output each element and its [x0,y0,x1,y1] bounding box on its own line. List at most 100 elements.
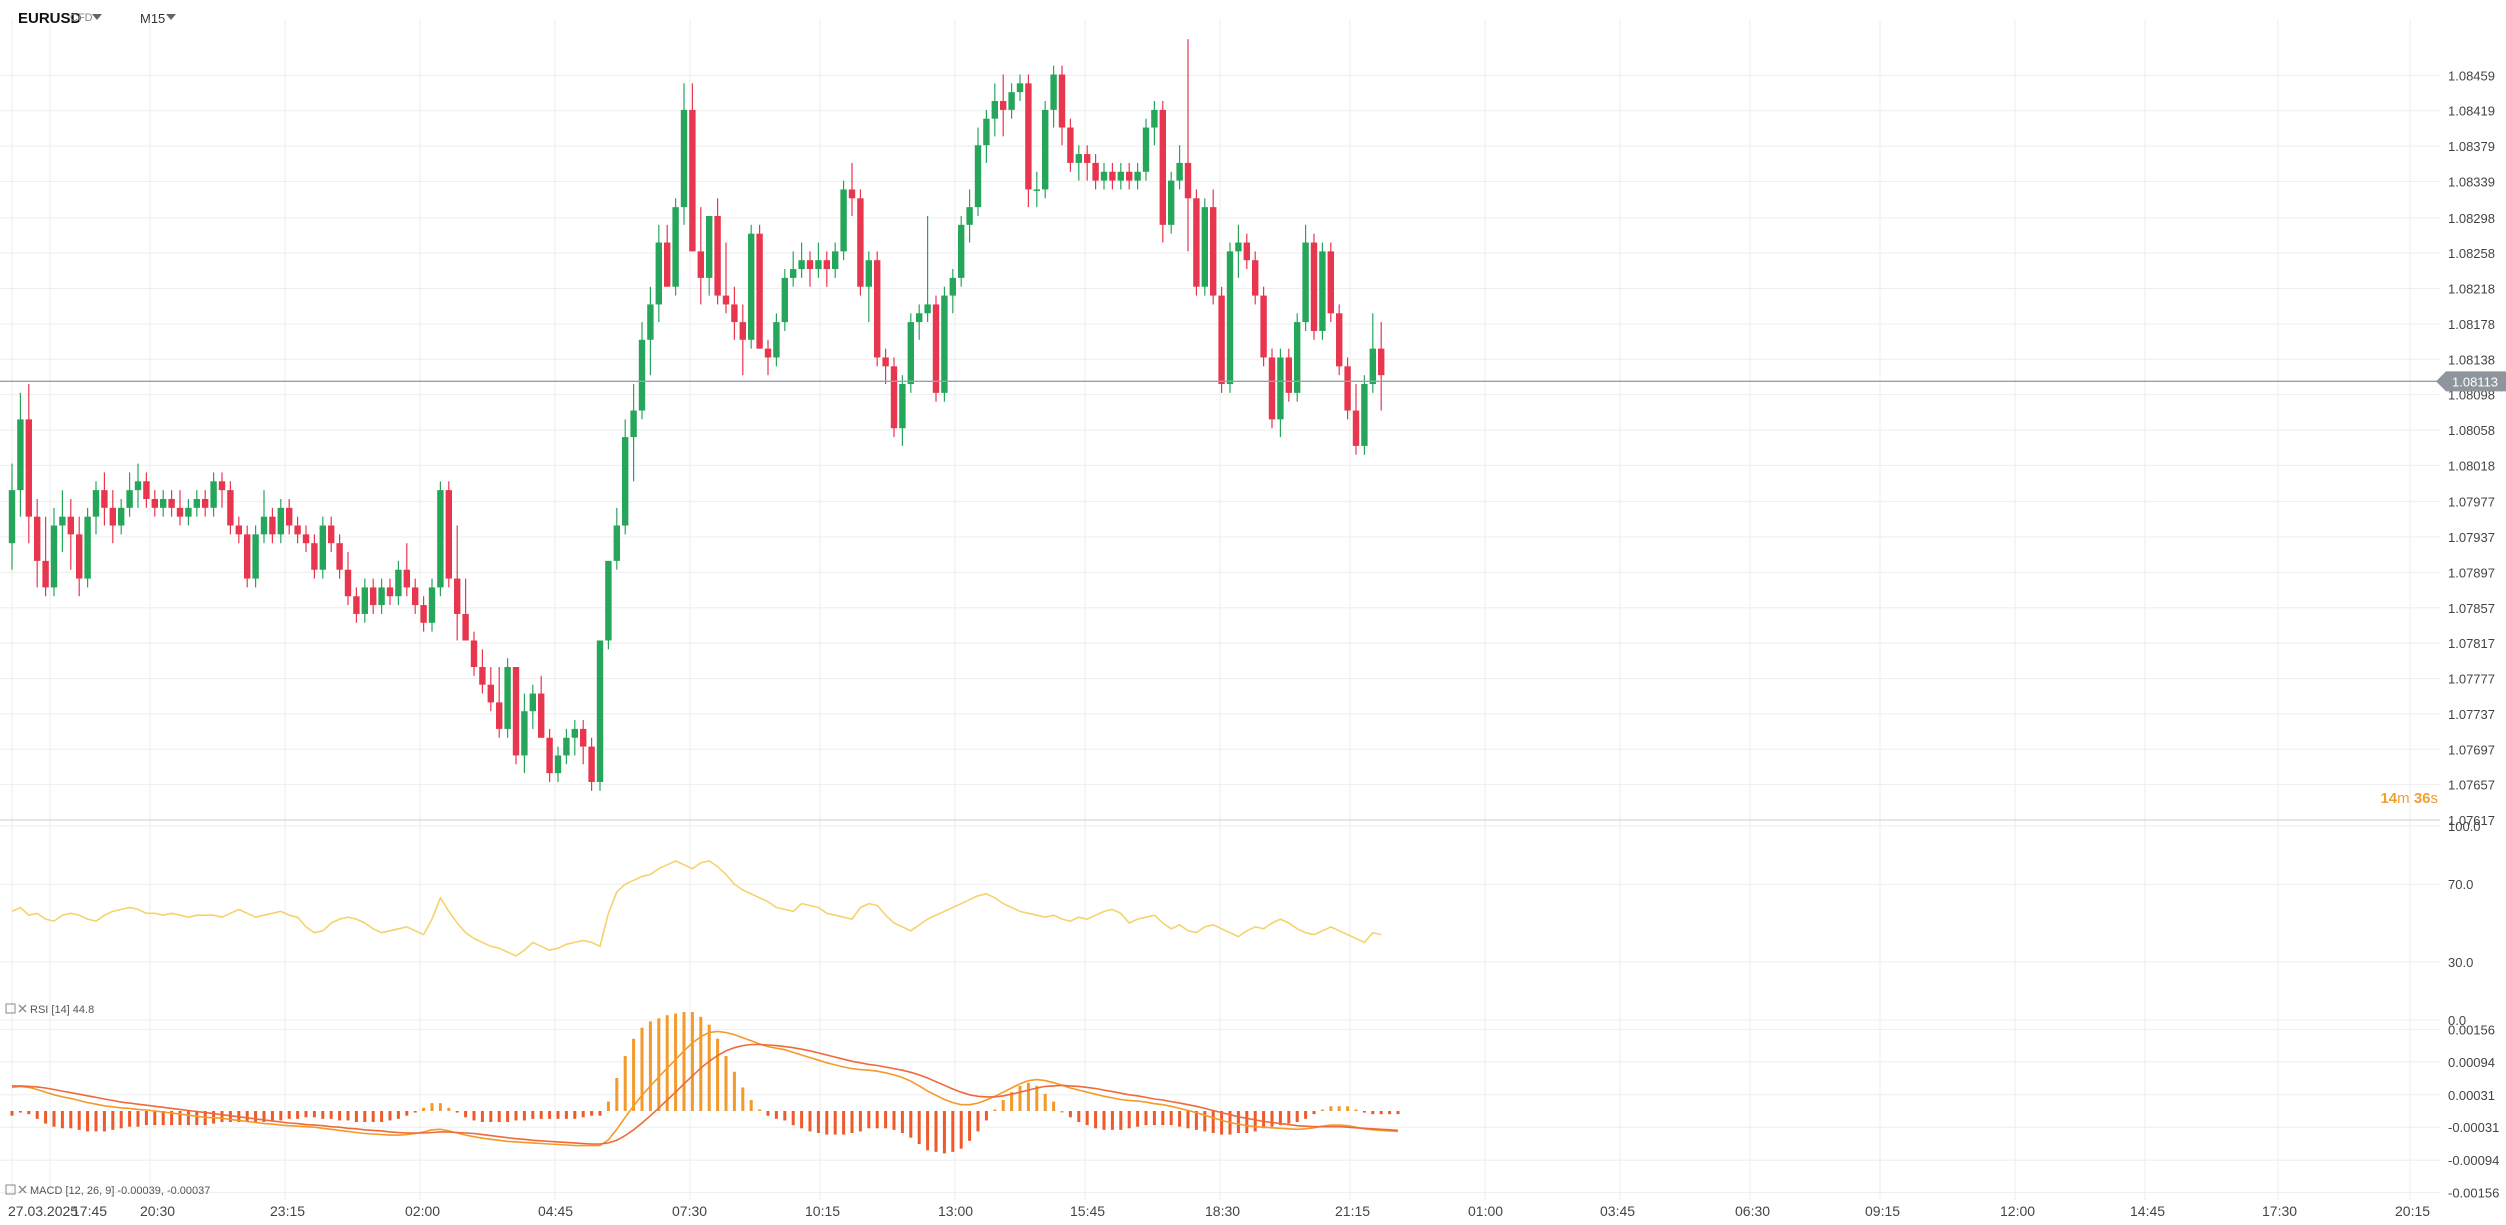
candle-down [1268,357,1276,420]
macd-histogram-bar [27,1111,31,1115]
candle-down [143,481,150,499]
candle-up [428,587,436,623]
chevron-down-icon[interactable] [92,14,102,20]
candle-down [764,348,772,358]
candle-down [101,490,108,508]
macd-histogram-bar [1346,1106,1350,1111]
macd-histogram-bar [52,1111,56,1127]
candle-up [966,207,973,225]
symbol-name[interactable]: EURUSD [18,10,82,27]
macd-histogram-bar [102,1111,106,1132]
candle-up [1151,109,1158,128]
candle-up [924,304,931,314]
candle-down [412,587,419,606]
macd-histogram-bar [128,1111,132,1127]
time-axis-label: 06:30 [1735,1203,1770,1219]
macd-histogram-bar [1388,1111,1392,1115]
macd-axis-tick: -0.00031 [2448,1120,2499,1135]
macd-axis-tick: -0.00094 [2448,1153,2499,1168]
price-axis-tick: 1.07857 [2448,601,2495,616]
candle-down [848,189,856,199]
macd-histogram-bar [388,1111,392,1121]
candle-down [1025,83,1032,190]
candle-up [554,755,562,774]
macd-histogram-bar [564,1111,568,1119]
candle-down [269,516,276,535]
macd-histogram-bar [1262,1111,1266,1129]
candle-up [1075,154,1082,163]
macd-histogram-bar [850,1111,854,1133]
price-axis-tick: 1.08258 [2448,246,2495,261]
candle-up [319,525,326,570]
price-axis-tick: 1.07937 [2448,530,2495,545]
macd-axis-tick: 0.00156 [2448,1022,2495,1037]
chevron-down-icon[interactable] [166,14,176,20]
macd-histogram-bar [858,1111,862,1132]
macd-histogram-bar [1253,1111,1257,1132]
macd-histogram-bar [86,1111,90,1132]
macd-axis-tick: 0.00094 [2448,1055,2495,1070]
candle-up [252,534,259,579]
macd-histogram-bar [766,1111,770,1116]
macd-histogram-bar [1060,1111,1064,1113]
price-axis-tick: 1.08459 [2448,68,2495,83]
macd-histogram-bar [161,1111,165,1126]
candle-down [1344,366,1351,411]
candle-down [722,295,730,305]
macd-histogram-bar [1035,1085,1039,1111]
macd-histogram-bar [1236,1111,1240,1133]
macd-histogram-bar [1043,1093,1047,1111]
candle-down [370,587,377,606]
timeframe-selector[interactable]: M15 [140,11,166,26]
candle-countdown: 14m 36s [2380,790,2438,807]
macd-histogram-bar [632,1038,636,1111]
candle-up [798,260,805,270]
candle-up [1319,251,1326,331]
macd-histogram-bar [522,1111,526,1121]
candle-down [1000,101,1007,110]
macd-histogram-bar [270,1111,274,1121]
macd-histogram-bar [648,1021,652,1111]
candle-down [227,490,234,526]
candle-down [1109,171,1116,181]
candle-up [630,410,637,438]
rsi-axis-tick: 30.0 [2448,955,2473,970]
macd-histogram-bar [312,1111,316,1118]
macd-histogram-bar [1320,1109,1324,1111]
macd-histogram-bar [716,1038,720,1111]
symbol-type: CFD [70,12,93,24]
candle-down [1193,198,1200,287]
candle-up [1201,207,1208,287]
candle-down [546,737,553,774]
candle-up [160,498,167,508]
candle-up [1226,251,1234,385]
candle-up [907,322,914,385]
macd-histogram-bar [665,1015,669,1111]
price-axis-tick: 1.08138 [2448,352,2495,367]
macd-histogram-bar [304,1111,308,1118]
macd-histogram-bar [732,1071,736,1111]
price-axis-tick: 1.07657 [2448,778,2495,793]
macd-signal-line [12,1043,1399,1145]
macd-histogram-bar [1119,1111,1123,1130]
time-axis-label: 12:00 [2000,1203,2035,1219]
price-axis-tick: 1.08178 [2448,317,2495,332]
macd-histogram-bar [741,1087,745,1111]
price-axis-tick: 1.08339 [2448,174,2495,189]
candle-down [244,534,251,579]
candle-up [529,693,536,712]
macd-histogram-bar [472,1111,476,1121]
candle-up [437,490,444,588]
candle-down [176,507,184,517]
time-axis-label: 07:30 [672,1203,707,1219]
time-axis-label: 17:30 [2262,1203,2297,1219]
macd-histogram-bar [245,1111,249,1122]
macd-histogram-bar [1152,1111,1156,1126]
time-axis-label: 03:45 [1600,1203,1635,1219]
rsi-line [11,860,1382,957]
rsi-axis-tick: 0.0 [2448,1013,2466,1028]
candle-up [647,304,654,340]
candle-down [386,587,394,597]
macd-histogram-bar [413,1111,417,1113]
